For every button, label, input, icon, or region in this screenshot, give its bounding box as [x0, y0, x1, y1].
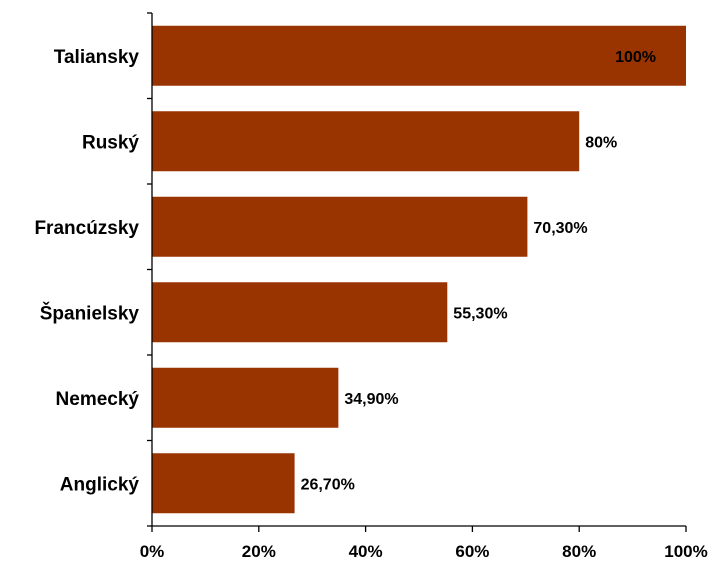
x-tick-label-2: 40%: [349, 542, 383, 561]
category-label-1: Ruský: [82, 132, 139, 153]
bar-3: [152, 282, 448, 343]
x-tick-label-5: 100%: [664, 542, 707, 561]
category-label-2: Francúzsky: [34, 218, 139, 239]
x-tick-label-3: 60%: [455, 542, 489, 561]
category-label-4: Nemecký: [56, 389, 140, 410]
x-tick-label-1: 20%: [242, 542, 276, 561]
axes-group: [147, 12, 687, 532]
labels-group: Taliansky 100% Ruský 80% Francúzsky 70,30% Špa…: [34, 47, 707, 561]
bars-group: [152, 25, 686, 514]
data-label-0: 100%: [615, 49, 656, 66]
bar-5: [152, 453, 295, 514]
bar-1: [152, 111, 580, 172]
bar-2: [152, 196, 528, 257]
data-label-1: 80%: [585, 134, 617, 151]
x-tick-label-0: 0%: [140, 542, 165, 561]
x-tick-label-4: 80%: [562, 542, 596, 561]
category-label-5: Anglický: [60, 474, 140, 495]
data-label-2: 70,30%: [533, 220, 587, 237]
category-label-0: Taliansky: [54, 47, 140, 68]
data-label-5: 26,70%: [301, 476, 355, 493]
category-label-3: Španielsky: [40, 302, 140, 324]
bar-4: [152, 367, 339, 428]
data-label-4: 34,90%: [344, 391, 398, 408]
data-label-3: 55,30%: [453, 305, 507, 322]
bar-0: [152, 25, 686, 86]
